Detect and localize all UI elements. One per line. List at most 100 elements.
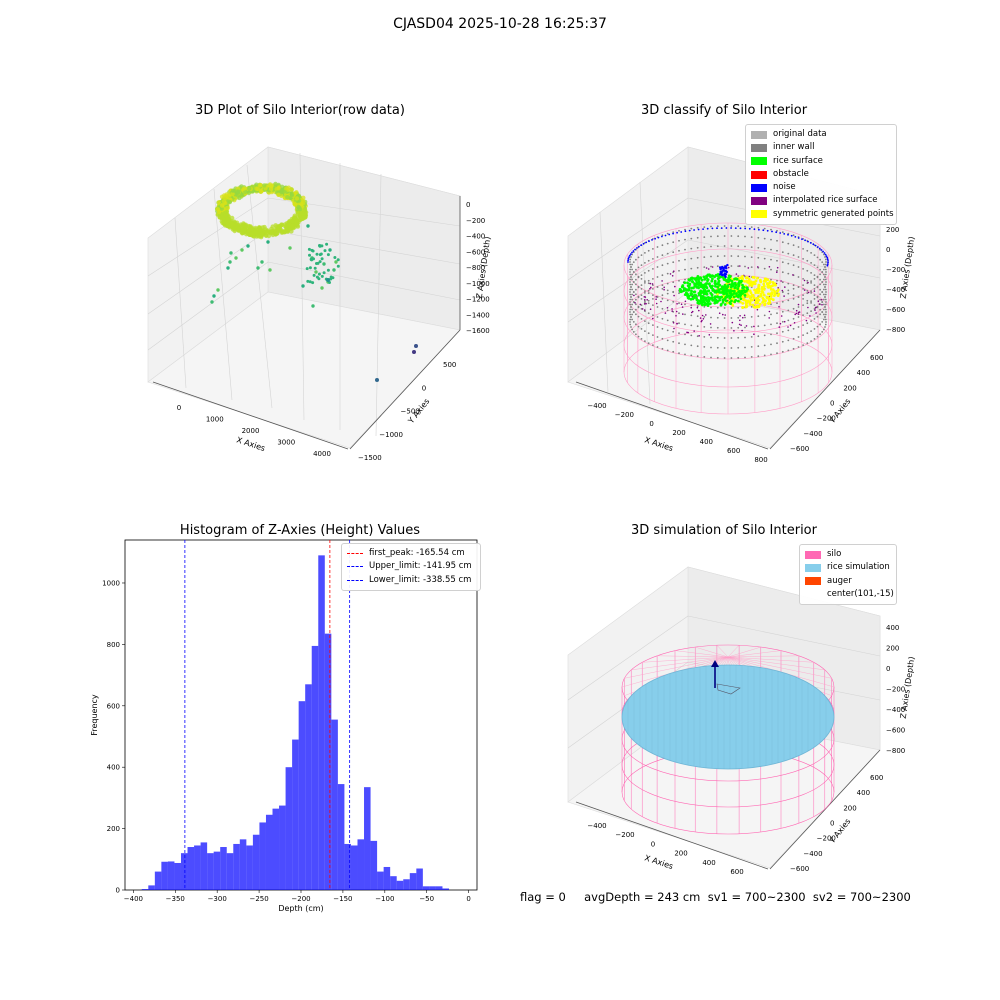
inner-wall-point — [810, 310, 812, 312]
inner-wall-point — [710, 235, 712, 238]
simulation-z-tick-label: 400 — [886, 624, 899, 632]
inner-wall-point — [635, 283, 637, 286]
interpolated-point — [780, 315, 783, 317]
silo-roof-wire — [624, 656, 729, 679]
inner-wall-point — [770, 228, 772, 231]
inner-wall-point — [710, 245, 712, 248]
noise-point — [801, 238, 803, 241]
histogram-bar — [324, 633, 332, 890]
raw-z-tick-label: −1200 — [466, 296, 490, 304]
y-tick-label: 800 — [107, 641, 120, 649]
legend-item: symmetric generated points — [751, 208, 894, 221]
data-point — [336, 264, 340, 268]
inner-wall-point — [631, 318, 633, 321]
data-point — [292, 201, 297, 206]
inner-wall-point — [684, 278, 686, 281]
data-point — [317, 277, 321, 281]
inner-wall-point — [824, 278, 827, 281]
interpolated-point — [778, 326, 781, 328]
rice-surface-point — [727, 274, 731, 278]
histogram-x-label: Depth (cm) — [278, 904, 323, 913]
symmetric-point — [741, 306, 745, 309]
inner-wall-point — [797, 266, 800, 268]
symmetric-point — [760, 286, 764, 290]
inner-wall-point — [637, 335, 640, 338]
inner-wall-point — [792, 234, 795, 237]
inner-wall-point — [640, 284, 643, 286]
inner-wall-point — [635, 278, 637, 281]
data-point — [230, 222, 235, 227]
data-point — [274, 186, 279, 192]
histogram-bar — [311, 645, 319, 890]
noise-point — [716, 227, 718, 230]
noise-point — [826, 263, 829, 265]
rice-surface-point — [711, 298, 714, 302]
inner-wall-point — [776, 302, 778, 305]
raw-z-tick-label: −1600 — [466, 327, 490, 335]
rice-surface-point — [740, 292, 744, 295]
simulation-y-tick-label: 200 — [843, 804, 856, 812]
noise-point — [711, 227, 714, 230]
inner-wall-point — [730, 337, 733, 339]
rice-surface-point — [743, 294, 747, 297]
noise-point — [634, 248, 636, 251]
rice-surface-point — [715, 295, 719, 298]
symmetric-point — [751, 303, 755, 307]
inner-wall-point — [678, 332, 680, 335]
inner-wall-point — [661, 337, 664, 340]
inner-wall-point — [678, 239, 680, 242]
data-point — [320, 244, 324, 248]
interpolated-point — [718, 312, 721, 315]
x-tick-label: −300 — [208, 895, 227, 903]
rice-surface-point — [705, 274, 708, 278]
data-point — [319, 252, 323, 256]
inner-wall-point — [716, 265, 719, 268]
interpolated-point — [643, 299, 646, 301]
classify-x-axis-label: X Axies — [643, 435, 674, 453]
data-point — [227, 219, 233, 225]
inner-wall-point — [631, 308, 633, 311]
inner-wall-point — [637, 325, 640, 328]
inner-wall-point — [781, 261, 784, 264]
inner-wall-point — [792, 284, 795, 287]
inner-wall-point — [666, 242, 669, 245]
classify-z-tick-label: −600 — [886, 306, 905, 314]
data-point — [234, 256, 238, 260]
data-point — [225, 222, 230, 228]
noise-point — [820, 249, 823, 251]
rice-surface-point — [686, 284, 690, 288]
inner-wall-point — [819, 268, 821, 271]
rice-surface-point — [693, 290, 697, 294]
inner-wall-point — [824, 326, 826, 328]
inner-wall-point — [640, 274, 643, 276]
histogram-bar — [148, 885, 155, 890]
inner-wall-point — [757, 226, 760, 229]
histogram-bar — [220, 847, 227, 890]
data-point — [266, 229, 271, 234]
inner-wall-point — [647, 322, 650, 325]
inner-wall-point — [635, 293, 637, 296]
histogram-axes: −400 −350 −300 −250 −200 −150 −100 −50 0 0 200 400… — [90, 539, 478, 913]
silo-roof-wire — [631, 656, 729, 671]
noise-point — [807, 240, 809, 243]
inner-wall-point — [723, 307, 726, 309]
raw-y-tick-label: −1000 — [379, 431, 403, 439]
inner-wall-point — [816, 335, 819, 338]
histogram-bar — [285, 767, 293, 890]
simulation-x-tick-label: 200 — [674, 850, 687, 858]
rice-surface-point — [727, 294, 731, 298]
rice-surface-point — [679, 290, 682, 293]
inner-wall-point — [723, 255, 726, 257]
data-point — [285, 222, 290, 227]
interpolated-point — [663, 288, 665, 291]
histogram-bar — [154, 871, 162, 890]
inner-wall-point — [637, 286, 640, 289]
inner-wall-point — [819, 293, 821, 296]
inner-wall-point — [710, 225, 712, 228]
histogram-bar — [364, 787, 371, 890]
inner-wall-point — [629, 321, 631, 323]
inner-wall-point — [723, 235, 726, 237]
inner-wall-point — [632, 271, 635, 273]
silo-ring — [623, 274, 833, 360]
inner-wall-point — [647, 312, 650, 315]
